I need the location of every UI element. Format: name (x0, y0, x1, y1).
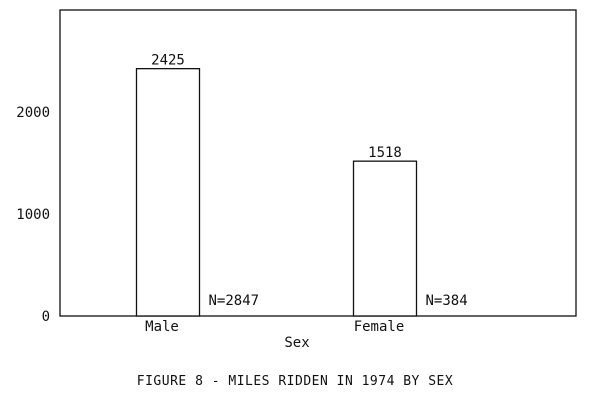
bar-chart: 0 1000 2000 2425 1518 N=2847 N=384 Male Femal… (16, 9, 577, 351)
bar-female (352, 160, 418, 317)
bar-value-label: 1518 (368, 145, 402, 161)
y-tick-label: 1000 (16, 207, 50, 223)
y-axis-ticks: 0 1000 2000 (16, 105, 50, 325)
x-axis-tick-labels: Male Female (145, 319, 404, 335)
bars (135, 68, 418, 317)
x-tick-label: Male (145, 319, 179, 335)
x-axis-title: Sex (284, 335, 309, 351)
sample-size-label: N=384 (426, 293, 468, 309)
y-tick-label: 0 (42, 309, 50, 325)
sample-size-label: N=2847 (209, 293, 260, 309)
plot-frame (59, 9, 577, 317)
sample-size-labels: N=2847 N=384 (209, 293, 468, 309)
x-tick-label: Female (354, 319, 405, 335)
y-tick-label: 2000 (16, 105, 50, 121)
bar-male (135, 68, 201, 317)
bar-value-label: 2425 (151, 53, 185, 69)
bar-value-labels: 2425 1518 (151, 53, 402, 162)
figure-caption: FIGURE 8 - MILES RIDDEN IN 1974 BY SEX (136, 374, 454, 389)
